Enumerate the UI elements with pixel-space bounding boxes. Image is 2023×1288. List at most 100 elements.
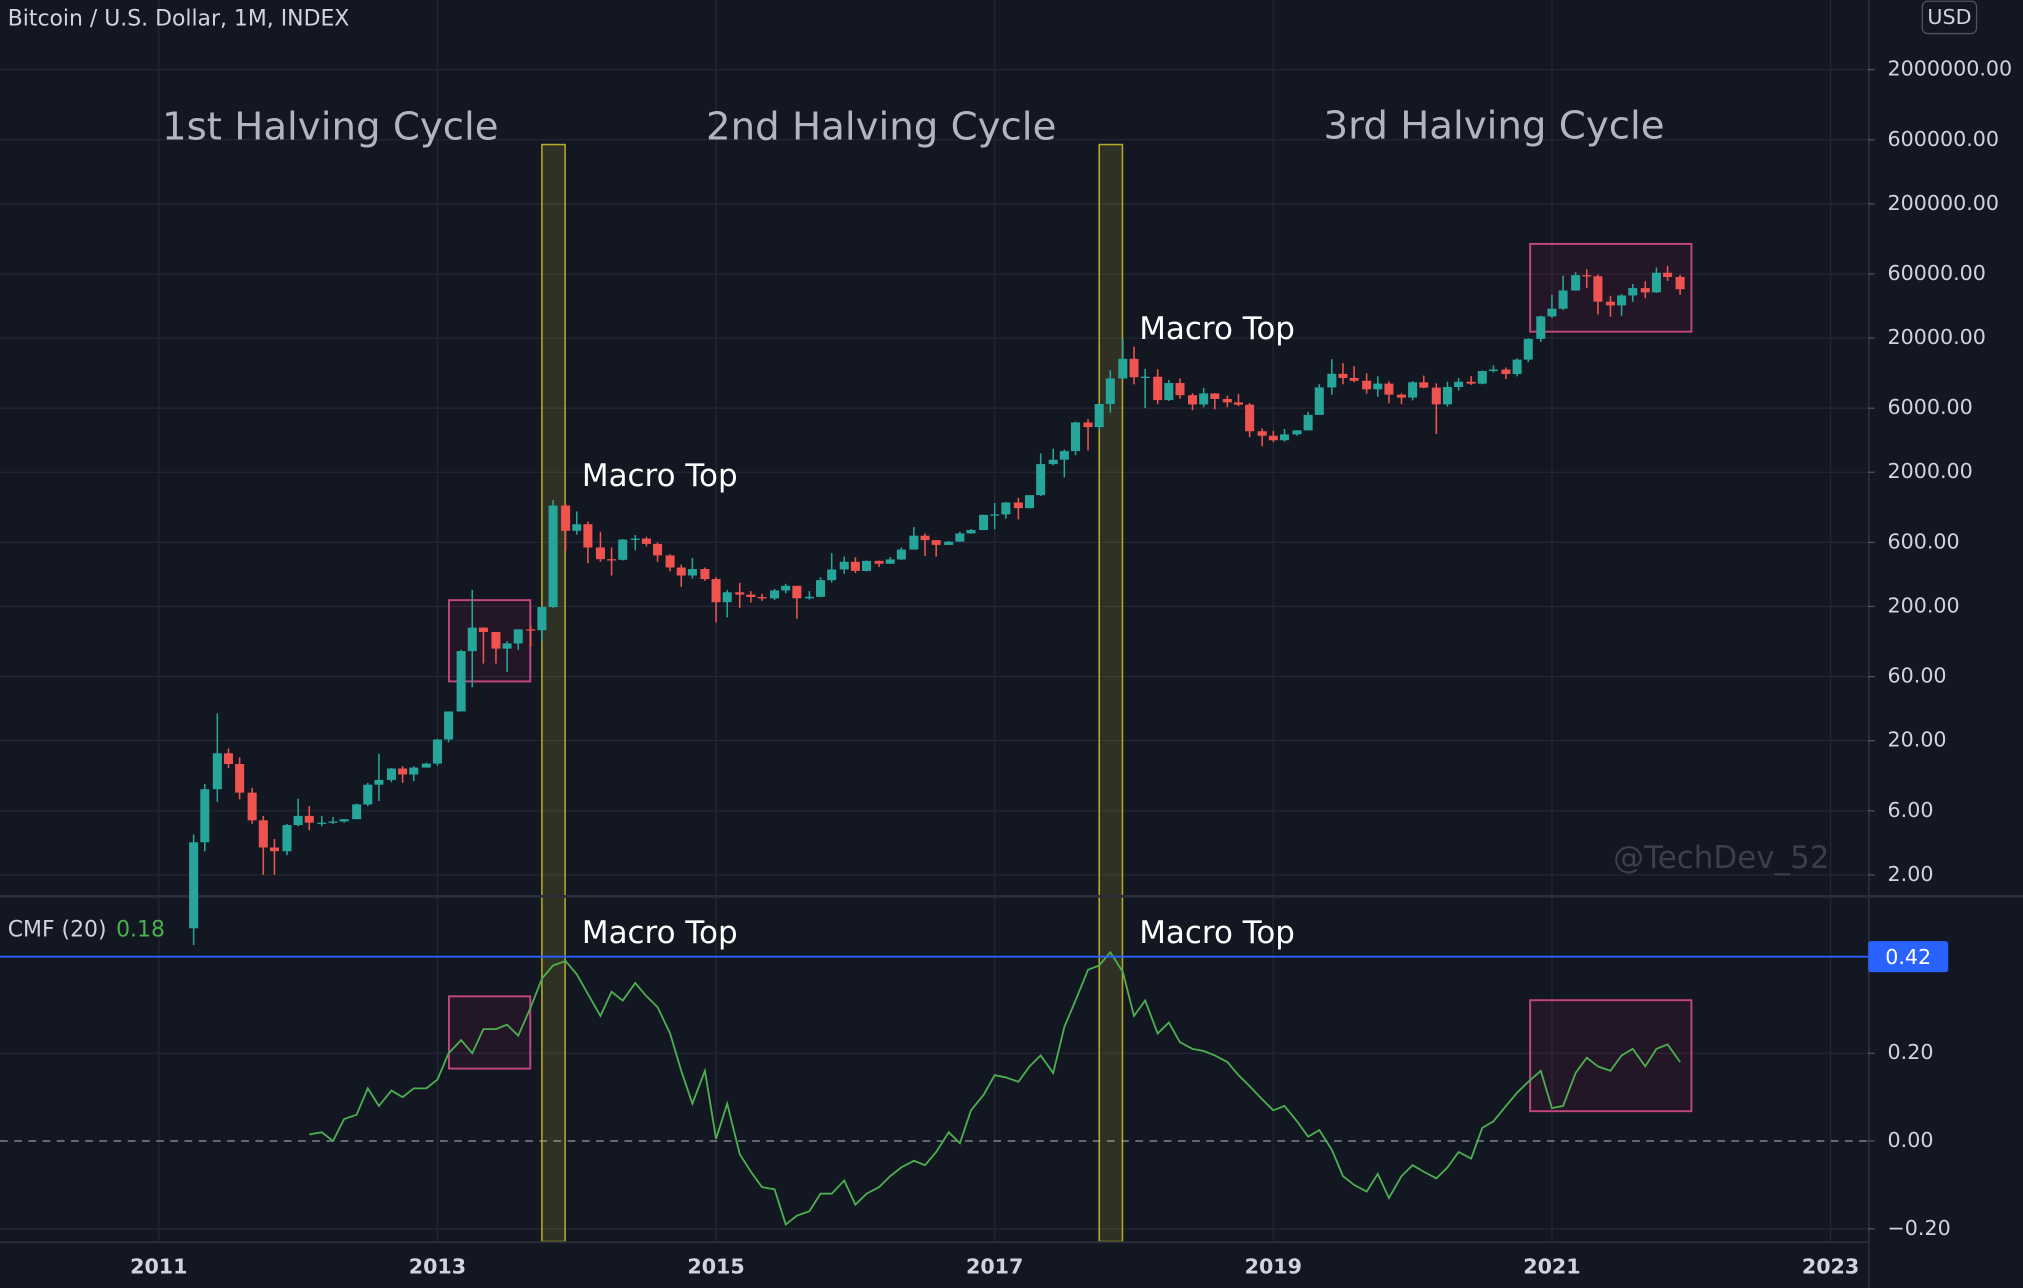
x-tick-label: 2021 — [1523, 1254, 1580, 1278]
candle-body — [1001, 502, 1011, 515]
candle-body — [990, 514, 1000, 516]
candle-body — [1083, 422, 1093, 428]
candle-body — [1153, 376, 1163, 401]
candle-body — [862, 560, 872, 571]
candle-body — [1593, 276, 1603, 302]
candle-body — [770, 590, 780, 599]
candle-body — [700, 569, 710, 580]
highlight-box — [448, 995, 532, 1070]
highlight-band — [1098, 143, 1124, 1243]
candle-body — [1129, 358, 1139, 378]
y2-tick-label: −0.20 — [1888, 1216, 1951, 1240]
candle-body — [618, 539, 628, 560]
candle-body — [1582, 275, 1592, 277]
candle-body — [537, 607, 547, 631]
x-tick-label: 2011 — [130, 1254, 187, 1278]
y-tick-label: 20000.00 — [1888, 325, 1986, 349]
candle-body — [896, 549, 906, 560]
candle-body — [1419, 382, 1429, 388]
candle-body — [328, 821, 338, 823]
candle-body — [781, 585, 791, 591]
y2-tick-label: 0.20 — [1888, 1040, 1934, 1064]
candle-body — [339, 819, 349, 822]
indicator-name: CMF (20) — [8, 918, 107, 943]
x-tick-label: 2023 — [1802, 1254, 1859, 1278]
annotation: Macro Top — [582, 458, 738, 494]
candle-body — [1303, 414, 1313, 431]
candle-body — [1199, 393, 1209, 405]
y-tick-label: 200.00 — [1888, 593, 1960, 617]
highlight-box — [1529, 999, 1693, 1113]
candle-body — [757, 597, 767, 599]
candle-body — [1628, 288, 1638, 296]
candle-body — [1501, 369, 1511, 375]
candle-body — [1268, 435, 1278, 441]
candle-body — [235, 764, 245, 793]
candle-body — [421, 763, 431, 768]
candle-body — [502, 643, 512, 649]
candle-body — [1292, 430, 1302, 435]
candle-body — [1617, 295, 1627, 306]
candle-body — [653, 543, 663, 556]
candle-body — [269, 847, 279, 852]
candle-body — [409, 767, 419, 775]
candle-body — [1233, 402, 1244, 405]
candle-body — [1013, 502, 1023, 509]
candle-body — [456, 651, 466, 712]
candle-body — [293, 815, 303, 826]
candle-body — [1210, 393, 1220, 399]
candle-body — [1118, 358, 1128, 379]
candle-body — [595, 547, 605, 560]
y-tick-label: 2000.00 — [1888, 459, 1973, 483]
y-tick-label: 200000.00 — [1888, 191, 2000, 215]
candle-body — [583, 524, 593, 548]
candle-body — [1094, 403, 1104, 428]
candle-body — [931, 540, 941, 545]
candle-body — [247, 792, 257, 821]
candle-body — [1431, 387, 1441, 405]
x-tick-label: 2019 — [1245, 1254, 1302, 1278]
candle-body — [874, 560, 884, 564]
candle-body — [444, 711, 454, 740]
candle-body — [572, 524, 582, 531]
candle-body — [1466, 381, 1476, 384]
currency-label: USD — [1927, 5, 1971, 29]
candle-body — [1536, 316, 1546, 339]
candle-body — [282, 825, 292, 852]
candle-body — [189, 842, 199, 929]
candle-body — [850, 561, 860, 571]
candle-body — [1523, 338, 1533, 360]
y-tick-label: 2000000.00 — [1888, 57, 2013, 81]
y-tick-label: 20.00 — [1888, 728, 1947, 752]
candle-body — [1442, 387, 1452, 405]
x-tick-label: 2017 — [966, 1254, 1023, 1278]
candle-body — [374, 779, 384, 785]
candle-body — [1036, 464, 1046, 496]
candle-body — [827, 569, 837, 581]
x-tick-label: 2015 — [687, 1254, 744, 1278]
candle-body — [711, 579, 721, 603]
currency-badge — [1921, 0, 1978, 35]
candle-body — [665, 555, 675, 568]
candle-body — [1059, 451, 1069, 460]
candle-body — [432, 739, 442, 764]
candle-body — [1105, 378, 1115, 404]
cycle-label: 1st Halving Cycle — [162, 105, 499, 150]
candle-body — [1245, 404, 1255, 432]
candle-body — [478, 627, 488, 633]
candle-body — [816, 580, 826, 597]
y-tick-label: 60.00 — [1888, 664, 1947, 688]
candle-body — [1327, 373, 1337, 388]
candle-body — [304, 815, 314, 823]
annotation: Macro Top — [1139, 311, 1295, 347]
candle-body — [386, 768, 396, 780]
candle-body — [1558, 290, 1568, 309]
candle-body — [363, 784, 373, 805]
cycle-label: 3rd Halving Cycle — [1323, 103, 1664, 148]
candle-body — [258, 820, 268, 848]
candle-body — [1384, 383, 1394, 395]
candle-body — [735, 592, 745, 595]
candle-body — [607, 559, 617, 561]
